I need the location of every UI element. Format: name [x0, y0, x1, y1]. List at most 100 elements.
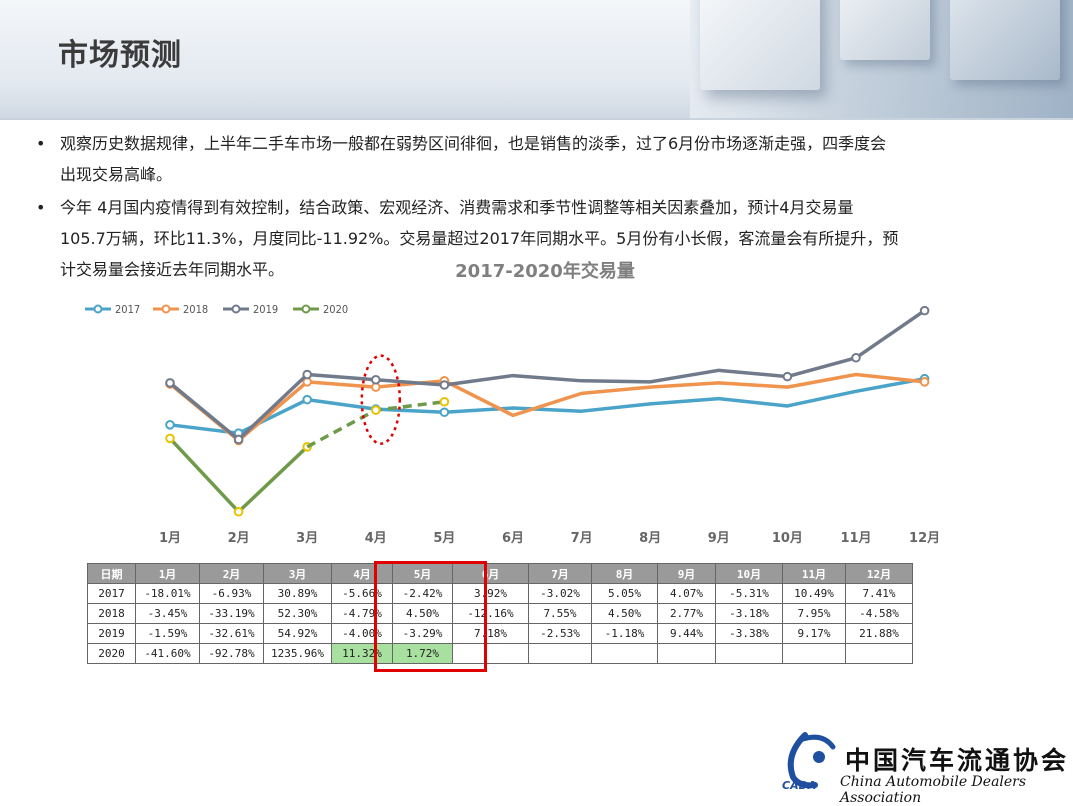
table-header-row: 日期 1月 2月 3月 4月 5月 6月 7月 8月 9月 10月 11月 12月: [87, 563, 913, 584]
table-cell: -3.38%: [715, 623, 783, 644]
x-tick-label: 7月: [571, 531, 593, 546]
table-cell: 2.77%: [657, 603, 716, 624]
table-cell: 10.49%: [782, 583, 846, 604]
table-header-month: 10月: [715, 563, 783, 584]
x-tick-label: 3月: [296, 531, 318, 546]
x-tick-label: 10月: [772, 531, 803, 546]
table-header-date: 日期: [87, 563, 136, 584]
bullet-2-line-1: 今年 4月国内疫情得到有效控制，结合政策、宏观经济、消费需求和季节性调整等相关因…: [60, 198, 854, 217]
table-cell: [591, 643, 658, 664]
header-divider: [0, 118, 1073, 120]
data-point-2019-2月: [233, 434, 244, 445]
x-tick-label: 9月: [708, 531, 730, 546]
x-tick-label: 11月: [840, 531, 871, 546]
data-point-2020-2月: [233, 506, 244, 517]
table-cell: 7.55%: [528, 603, 592, 624]
x-tick-label: 12月: [909, 531, 940, 546]
logo-abbreviation: CADA: [782, 779, 817, 792]
table-cell: -3.18%: [715, 603, 783, 624]
table-row-year: 2017: [87, 583, 136, 604]
series-line-2018: [168, 372, 925, 443]
table-header-month: 12月: [845, 563, 913, 584]
table-cell: 4.07%: [657, 583, 716, 604]
data-point-2020-预测-5月: [439, 396, 450, 407]
table-cell: -4.00%: [331, 623, 393, 644]
table-cell: 54.92%: [263, 623, 332, 644]
x-tick-label: 8月: [639, 531, 661, 546]
table-cell: -92.78%: [199, 643, 264, 664]
table-cell: 9.44%: [657, 623, 716, 644]
table-cell: 52.30%: [263, 603, 332, 624]
data-point-2017-1月: [165, 420, 175, 430]
table-header-month: 9月: [657, 563, 716, 584]
table-row: 2019 -1.59% -32.61% 54.92% -4.00% -3.29% 7.18%…: [87, 623, 913, 644]
table-row-year: 2020: [87, 643, 136, 664]
table-cell: 11.32%: [331, 643, 393, 664]
table-row-year: 2019: [87, 623, 136, 644]
table-cell: [782, 643, 846, 664]
table-cell: -2.53%: [528, 623, 592, 644]
table-cell: -2.42%: [392, 583, 453, 604]
table-cell: 1235.96%: [263, 643, 332, 664]
table-row-year: 2018: [87, 603, 136, 624]
legend-label-2020: 2020: [323, 303, 348, 316]
legend-marker-2018: [161, 304, 171, 314]
table-cell: -1.18%: [591, 623, 658, 644]
table-cell: -32.61%: [199, 623, 264, 644]
bullet-2-line-3: 计交易量会接近去年同期水平。: [60, 260, 285, 279]
data-point-2019-10月: [782, 371, 793, 382]
table-cell: -12.16%: [452, 603, 529, 624]
data-point-2019-3月: [302, 369, 313, 380]
series-line-2020: [168, 437, 309, 514]
data-point-2020-预测-4月: [371, 405, 381, 415]
bullet-dot: •: [36, 134, 46, 153]
table-cell: -3.45%: [135, 603, 200, 624]
x-tick-label: 2月: [228, 531, 250, 546]
logo-chinese-name: 中国汽车流通协会: [845, 746, 1070, 775]
table-cell: [657, 643, 716, 664]
table-cell: -41.60%: [135, 643, 200, 664]
table-cell: -3.29%: [392, 623, 453, 644]
x-tick-label: 5月: [433, 531, 455, 546]
cada-logo: [787, 732, 836, 789]
table-row: 2020 -41.60% -92.78% 1235.96% 11.32% 1.72%: [87, 643, 913, 664]
legend-label-2017: 2017: [115, 303, 140, 316]
table-row: 2018 -3.45% -33.19% 52.30% -4.79% 4.50% -12.16…: [87, 603, 913, 624]
data-point-2017-5月: [439, 407, 450, 418]
x-tick-label: 1月: [159, 531, 181, 546]
data-point-2019-5月: [439, 380, 450, 390]
legend-label-2018: 2018: [183, 303, 208, 316]
bullet-2-line-2: 105.7万辆，环比11.3%，月度同比-11.92%。交易量超过2017年同期…: [60, 229, 899, 248]
table-cell: -4.58%: [845, 603, 913, 624]
table-header-month: 8月: [591, 563, 658, 584]
data-point-2019-1月: [165, 378, 175, 388]
table-cell: 4.50%: [392, 603, 453, 624]
highlight-box: [374, 561, 487, 672]
table-cell: 21.88%: [845, 623, 913, 644]
table-cell: -18.01%: [135, 583, 200, 604]
series-line-2019: [168, 309, 926, 442]
bullet-1: • 观察历史数据规律，上半年二手车市场一般都在弱势区间徘徊，也是销售的淡季，过了…: [36, 128, 1016, 190]
table-cell: -3.02%: [528, 583, 592, 604]
table-cell: 7.18%: [452, 623, 529, 644]
table-cell: -5.66%: [331, 583, 393, 604]
table-header-month: 2月: [199, 563, 264, 584]
data-point-2020-1月: [165, 433, 175, 444]
annotation-ellipse: [360, 354, 402, 445]
page-title: 市场预测: [58, 38, 182, 73]
table-cell: 30.89%: [263, 583, 332, 604]
table-header-month: 3月: [263, 563, 332, 584]
data-point-2019-11月: [851, 352, 861, 363]
table-cell: [528, 643, 592, 664]
legend-marker-2017: [93, 304, 103, 314]
legend-marker-2020: [301, 304, 311, 314]
line-chart: 2017-2020年交易量 2017 2018 2019 2020 1月 2月 3月 4月 5月 6…: [85, 260, 940, 546]
table-cell: -5.31%: [715, 583, 783, 604]
series-line-2017: [169, 376, 925, 435]
table-cell: [452, 643, 529, 664]
header-cubes-image: [690, 0, 1073, 118]
table-cell: 4.50%: [591, 603, 658, 624]
x-tick-label: 4月: [365, 531, 387, 546]
growth-table: 日期 1月 2月 3月 4月 5月 6月 7月 8月 9月 10月 11月 12月 2017 -18.01…: [87, 563, 913, 664]
table-cell: 7.41%: [845, 583, 913, 604]
